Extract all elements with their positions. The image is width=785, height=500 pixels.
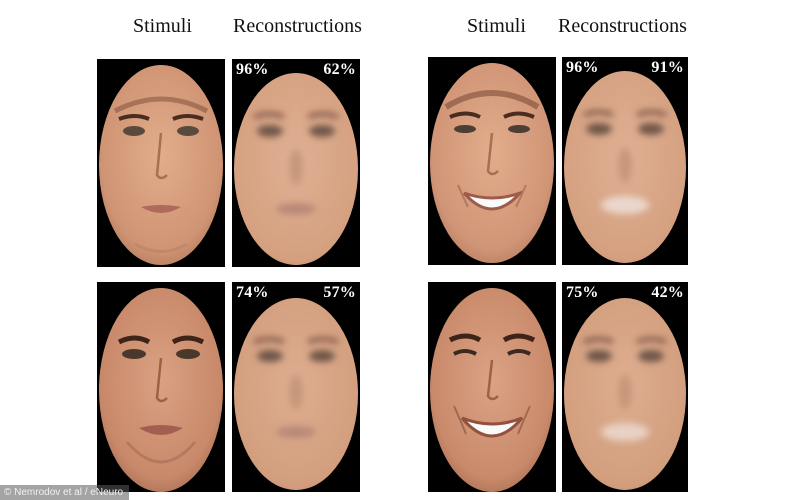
header-right-reconstructions: Reconstructions [558, 15, 687, 37]
photo-credit: © Nemrodov et al / eNeuro [0, 485, 130, 500]
reconstruction-face-3: 74% 57% [232, 282, 360, 492]
blurred-face-image [234, 73, 358, 265]
reconstruction-accuracy-left: 96% [566, 59, 599, 76]
reconstruction-accuracy-right: 62% [323, 61, 356, 78]
stimulus-face-neutral-2 [97, 282, 225, 492]
reconstruction-accuracy-left: 96% [236, 61, 269, 78]
header-left-reconstructions: Reconstructions [233, 15, 362, 37]
stimulus-face-happy-2 [428, 282, 556, 492]
reconstruction-face-1: 96% 62% [232, 59, 360, 267]
reconstruction-accuracy-right: 91% [651, 59, 684, 76]
face-image [99, 65, 223, 265]
reconstruction-accuracy-right: 57% [323, 284, 356, 301]
blurred-face-image [564, 298, 686, 490]
blurred-face-image [234, 298, 358, 490]
face-image [99, 288, 223, 492]
reconstruction-accuracy-left: 75% [566, 284, 599, 301]
blurred-face-image [564, 71, 686, 263]
face-image [430, 63, 554, 263]
stimulus-face-happy-1 [428, 57, 556, 265]
reconstruction-accuracy-right: 42% [651, 284, 684, 301]
reconstruction-accuracy-left: 74% [236, 284, 269, 301]
header-right-stimuli: Stimuli [467, 15, 526, 37]
face-image [430, 288, 554, 492]
reconstruction-face-4: 75% 42% [562, 282, 688, 492]
reconstruction-face-2: 96% 91% [562, 57, 688, 265]
stimulus-face-neutral-1 [97, 59, 225, 267]
header-left-stimuli: Stimuli [133, 15, 192, 37]
